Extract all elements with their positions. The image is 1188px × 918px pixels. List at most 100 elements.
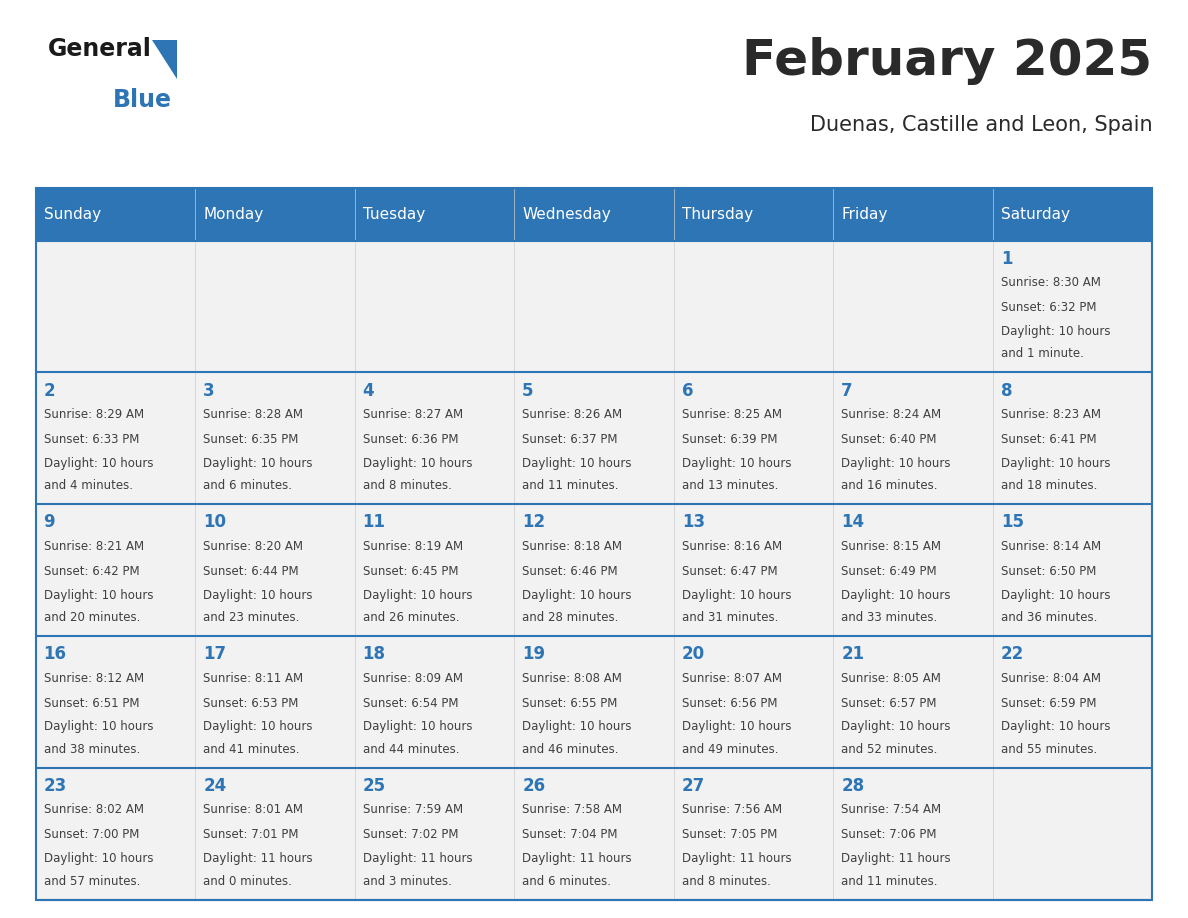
Bar [514, 636, 674, 767]
Text: Sunset: 6:55 PM: Sunset: 6:55 PM [523, 697, 618, 710]
Text: Sunrise: 8:14 AM: Sunrise: 8:14 AM [1000, 540, 1101, 553]
Text: Daylight: 10 hours: Daylight: 10 hours [362, 588, 472, 601]
Text: and 3 minutes.: and 3 minutes. [362, 875, 451, 888]
Text: Daylight: 11 hours: Daylight: 11 hours [523, 852, 632, 865]
Bar [355, 767, 514, 900]
Text: and 44 minutes.: and 44 minutes. [362, 743, 460, 756]
Text: Sunrise: 8:18 AM: Sunrise: 8:18 AM [523, 540, 623, 553]
Text: Sunset: 6:42 PM: Sunset: 6:42 PM [44, 565, 139, 577]
Text: and 31 minutes.: and 31 minutes. [682, 611, 778, 624]
Bar [195, 241, 355, 373]
Text: 14: 14 [841, 513, 865, 532]
Text: 19: 19 [523, 645, 545, 663]
Text: Sunset: 6:40 PM: Sunset: 6:40 PM [841, 433, 937, 446]
Text: 20: 20 [682, 645, 704, 663]
Text: Sunset: 7:00 PM: Sunset: 7:00 PM [44, 828, 139, 842]
Text: Daylight: 10 hours: Daylight: 10 hours [682, 721, 791, 733]
Text: and 16 minutes.: and 16 minutes. [841, 479, 937, 492]
Text: Sunset: 6:51 PM: Sunset: 6:51 PM [44, 697, 139, 710]
Text: and 6 minutes.: and 6 minutes. [203, 479, 292, 492]
Bar [514, 373, 674, 504]
Text: Sunrise: 8:15 AM: Sunrise: 8:15 AM [841, 540, 941, 553]
Text: Daylight: 10 hours: Daylight: 10 hours [1000, 325, 1111, 338]
Bar [195, 504, 355, 636]
Text: Sunrise: 8:23 AM: Sunrise: 8:23 AM [1000, 408, 1101, 421]
Text: Daylight: 10 hours: Daylight: 10 hours [203, 588, 312, 601]
Text: Sunrise: 8:27 AM: Sunrise: 8:27 AM [362, 408, 463, 421]
Text: Daylight: 10 hours: Daylight: 10 hours [44, 457, 153, 470]
Text: 17: 17 [203, 645, 226, 663]
Text: and 33 minutes.: and 33 minutes. [841, 611, 937, 624]
Text: and 28 minutes.: and 28 minutes. [523, 611, 619, 624]
Bar [36, 241, 195, 373]
Bar [514, 767, 674, 900]
Text: and 36 minutes.: and 36 minutes. [1000, 611, 1098, 624]
Bar [993, 241, 1152, 373]
Text: Sunrise: 8:02 AM: Sunrise: 8:02 AM [44, 803, 144, 816]
Text: Blue: Blue [113, 88, 172, 112]
Bar [355, 636, 514, 767]
Text: Sunrise: 8:21 AM: Sunrise: 8:21 AM [44, 540, 144, 553]
Bar [674, 373, 833, 504]
Text: 13: 13 [682, 513, 704, 532]
Text: and 18 minutes.: and 18 minutes. [1000, 479, 1098, 492]
Text: and 49 minutes.: and 49 minutes. [682, 743, 778, 756]
Text: 26: 26 [523, 777, 545, 795]
Text: Sunrise: 8:28 AM: Sunrise: 8:28 AM [203, 408, 303, 421]
Text: 5: 5 [523, 382, 533, 399]
Text: Sunset: 6:54 PM: Sunset: 6:54 PM [362, 697, 459, 710]
Text: and 20 minutes.: and 20 minutes. [44, 611, 140, 624]
Bar [833, 636, 993, 767]
Text: Sunset: 6:49 PM: Sunset: 6:49 PM [841, 565, 937, 577]
Bar [36, 188, 1152, 241]
Text: Sunset: 7:05 PM: Sunset: 7:05 PM [682, 828, 777, 842]
Text: 18: 18 [362, 645, 386, 663]
Text: Sunset: 6:35 PM: Sunset: 6:35 PM [203, 433, 298, 446]
Text: 6: 6 [682, 382, 694, 399]
Text: Sunset: 6:41 PM: Sunset: 6:41 PM [1000, 433, 1097, 446]
Bar [355, 241, 514, 373]
Text: Sunset: 6:37 PM: Sunset: 6:37 PM [523, 433, 618, 446]
Text: Sunrise: 8:19 AM: Sunrise: 8:19 AM [362, 540, 463, 553]
Text: and 57 minutes.: and 57 minutes. [44, 875, 140, 888]
Text: 2: 2 [44, 382, 55, 399]
Bar [674, 767, 833, 900]
Text: and 52 minutes.: and 52 minutes. [841, 743, 937, 756]
Text: 24: 24 [203, 777, 227, 795]
Text: and 26 minutes.: and 26 minutes. [362, 611, 460, 624]
Text: Sunrise: 7:56 AM: Sunrise: 7:56 AM [682, 803, 782, 816]
Bar [993, 636, 1152, 767]
Text: and 23 minutes.: and 23 minutes. [203, 611, 299, 624]
Text: 15: 15 [1000, 513, 1024, 532]
Text: and 13 minutes.: and 13 minutes. [682, 479, 778, 492]
Text: Sunrise: 8:05 AM: Sunrise: 8:05 AM [841, 672, 941, 685]
Text: Daylight: 10 hours: Daylight: 10 hours [682, 588, 791, 601]
Text: Daylight: 10 hours: Daylight: 10 hours [1000, 721, 1111, 733]
Text: and 55 minutes.: and 55 minutes. [1000, 743, 1097, 756]
Bar [195, 373, 355, 504]
Text: Sunrise: 8:26 AM: Sunrise: 8:26 AM [523, 408, 623, 421]
Text: Wednesday: Wednesday [523, 207, 611, 222]
Text: 12: 12 [523, 513, 545, 532]
Text: 11: 11 [362, 513, 386, 532]
Bar [514, 504, 674, 636]
Text: Sunrise: 8:24 AM: Sunrise: 8:24 AM [841, 408, 941, 421]
Text: Daylight: 10 hours: Daylight: 10 hours [44, 588, 153, 601]
Text: and 38 minutes.: and 38 minutes. [44, 743, 140, 756]
Text: 4: 4 [362, 382, 374, 399]
Bar [993, 373, 1152, 504]
Text: Daylight: 10 hours: Daylight: 10 hours [1000, 457, 1111, 470]
Text: February 2025: February 2025 [742, 37, 1152, 84]
Text: Daylight: 10 hours: Daylight: 10 hours [362, 457, 472, 470]
Text: Thursday: Thursday [682, 207, 753, 222]
Text: Sunrise: 8:20 AM: Sunrise: 8:20 AM [203, 540, 303, 553]
Bar [833, 504, 993, 636]
Text: Sunrise: 8:08 AM: Sunrise: 8:08 AM [523, 672, 623, 685]
Text: Sunrise: 7:54 AM: Sunrise: 7:54 AM [841, 803, 941, 816]
Bar [514, 241, 674, 373]
Bar [36, 504, 195, 636]
Text: Sunday: Sunday [44, 207, 101, 222]
Text: Sunrise: 8:12 AM: Sunrise: 8:12 AM [44, 672, 144, 685]
Bar [993, 504, 1152, 636]
Text: and 46 minutes.: and 46 minutes. [523, 743, 619, 756]
